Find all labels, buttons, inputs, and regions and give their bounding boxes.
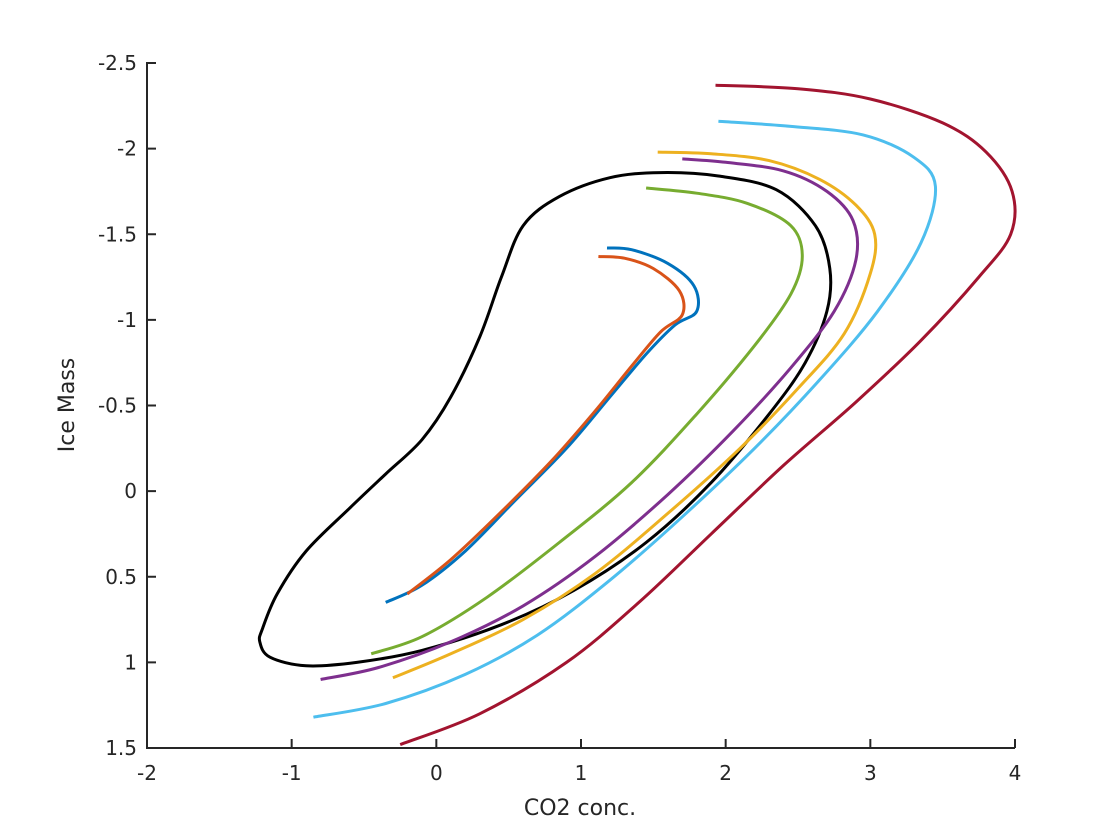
y-tick-label: -0.5 — [98, 394, 137, 418]
series-line-8 — [399, 83, 1017, 746]
series-line-5 — [320, 157, 860, 681]
series-line-3 — [406, 255, 686, 596]
x-tick-label: 1 — [575, 761, 588, 785]
y-tick-label: 1.5 — [105, 736, 137, 760]
series-group — [257, 83, 1017, 746]
y-tick-label: 0 — [124, 479, 137, 503]
y-tick-label: -2 — [117, 137, 137, 161]
y-tick-label: -1.5 — [98, 222, 137, 246]
series-line-4 — [370, 186, 804, 656]
series-line-6 — [392, 150, 878, 680]
x-tick-label: -2 — [137, 761, 157, 785]
x-tick-label: 2 — [719, 761, 732, 785]
y-ticks: -2.5 -2 -1.5 -1 -0.5 0 0.5 1 1.5 — [98, 51, 156, 760]
x-axis-label: CO2 conc. — [524, 796, 636, 821]
axes — [146, 62, 1015, 749]
x-tick-label: 3 — [864, 761, 877, 785]
y-axis-label: Ice Mass — [55, 358, 80, 453]
x-tick-label: -1 — [282, 761, 302, 785]
series-line-2 — [385, 246, 700, 604]
y-tick-label: 0.5 — [105, 565, 137, 589]
x-tick-label: 0 — [430, 761, 443, 785]
series-line-1 — [257, 171, 833, 668]
series-line-7 — [313, 119, 938, 719]
x-tick-label: 4 — [1009, 761, 1022, 785]
x-ticks: -2 -1 0 1 2 3 4 — [137, 739, 1021, 785]
y-tick-label: 1 — [124, 650, 137, 674]
y-tick-label: -2.5 — [98, 51, 137, 75]
y-tick-label: -1 — [117, 308, 137, 332]
